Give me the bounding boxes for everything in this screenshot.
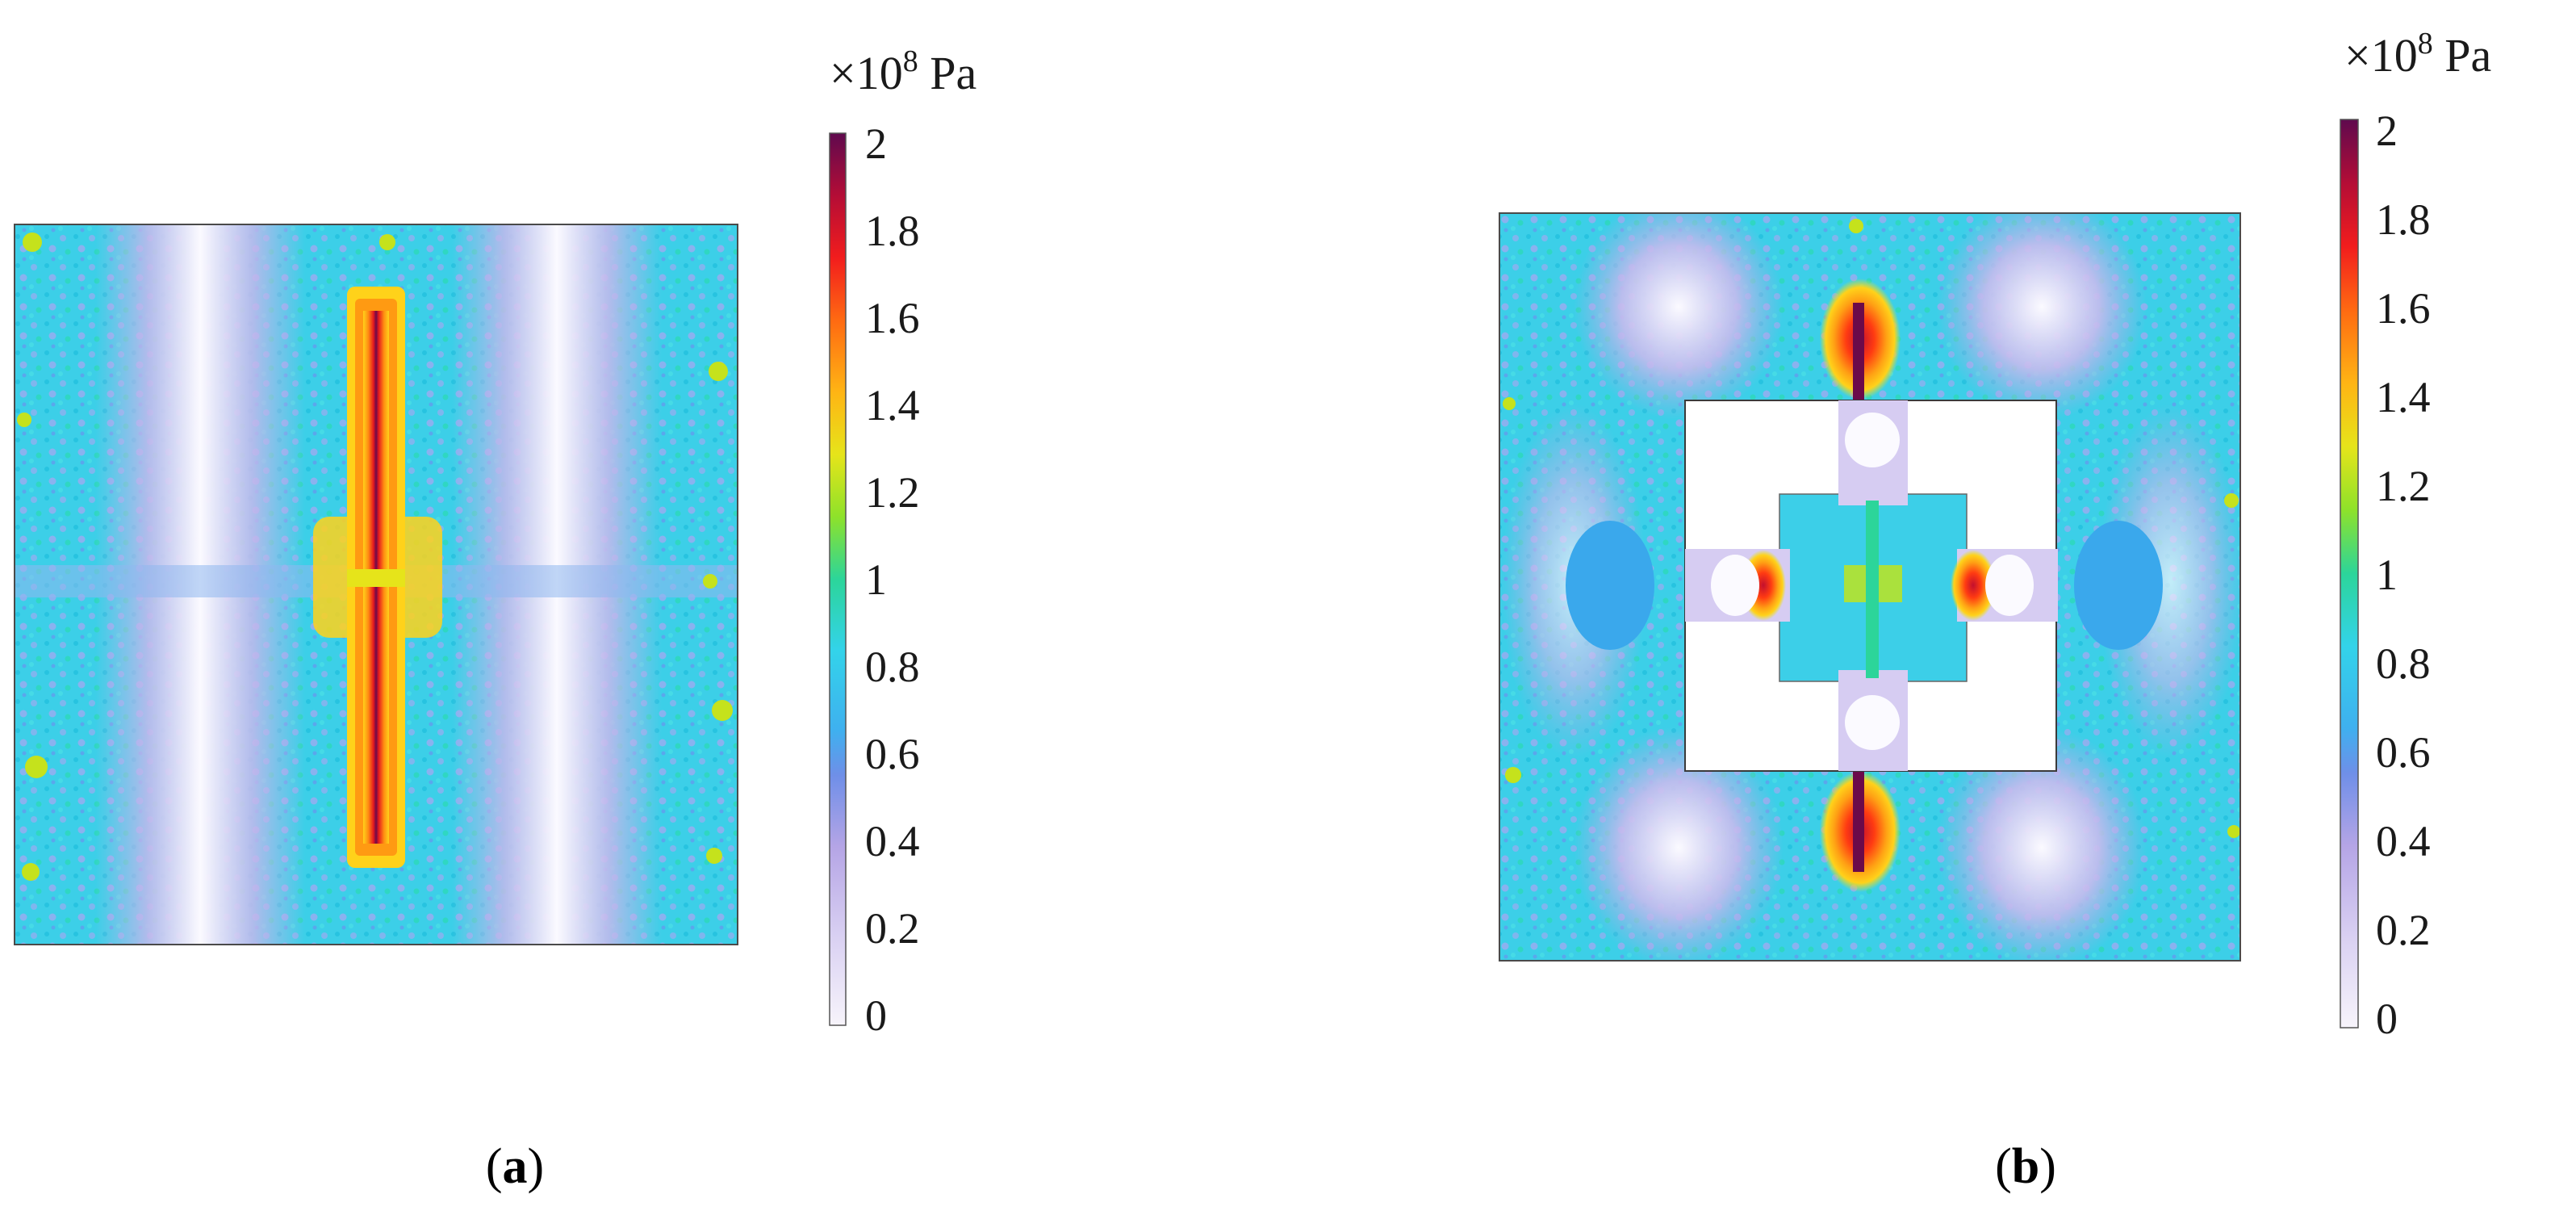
colorbar-tick-label: 0.8	[865, 643, 920, 691]
colorbar-tick-label: 0.6	[865, 730, 920, 778]
colorbar-tick-label: 0.8	[2376, 639, 2431, 688]
colorbar-tick-label: 0.2	[865, 904, 920, 953]
panel-b-colorbar: 2 1.8 1.6 1.4 1.2 1 0.8 0.6 0.4 0.2 0 ×108 Pa	[2340, 27, 2491, 1043]
colorbar-tick-label: 0.2	[2376, 906, 2431, 954]
colorbar-tick-label: 0.6	[2376, 728, 2431, 777]
panel-b-colorbar-ticks: 2 1.8 1.6 1.4 1.2 1 0.8 0.6 0.4 0.2 0	[2376, 107, 2431, 1043]
panel-a-colorbar-ticks: 2 1.8 1.6 1.4 1.2 1 0.8 0.6 0.4 0.2 0	[865, 119, 920, 1040]
panel-b-colorbar-unit: ×108 Pa	[2344, 27, 2491, 82]
panel-b: 2 1.8 1.6 1.4 1.2 1 0.8 0.6 0.4 0.2 0 ×108 Pa (b)	[1499, 27, 2491, 1194]
panel-b-label: (b)	[1995, 1139, 2056, 1194]
panel-a-colorbar: 2 1.8 1.6 1.4 1.2 1 0.8 0.6 0.4 0.2 0 ×108 Pa	[829, 44, 976, 1040]
colorbar-tick-label: 1.2	[2376, 462, 2431, 510]
panel-a-plot-frame	[14, 224, 738, 945]
panel-b-plot-frame	[1499, 212, 2241, 962]
colorbar-tick-label: 1.6	[865, 294, 920, 342]
panel-b-stress-field	[1499, 213, 2240, 961]
colorbar-tick-label: 1.6	[2376, 284, 2431, 333]
colorbar-tick-label: 0.4	[2376, 817, 2431, 865]
panel-a-stress-field	[15, 224, 738, 945]
colorbar-tick-label: 1	[2376, 551, 2398, 599]
panel-a-colorbar-unit: ×108 Pa	[830, 44, 976, 99]
colorbar-tick-label: 2	[865, 119, 887, 168]
colorbar-tick-label: 2	[2376, 107, 2398, 155]
colorbar-tick-label: 1.8	[2376, 195, 2431, 244]
colorbar-tick-label: 1	[865, 555, 887, 604]
panel-a: 2 1.8 1.6 1.4 1.2 1 0.8 0.6 0.4 0.2 0 ×108 Pa (a)	[14, 44, 976, 1194]
colorbar-tick-label: 1.4	[865, 381, 920, 429]
colorbar-tick-label: 1.2	[865, 468, 920, 517]
colorbar-tick-label: 0.4	[865, 817, 920, 865]
colorbar-tick-label: 0	[2376, 995, 2398, 1043]
panel-a-label: (a)	[486, 1139, 544, 1194]
panel-b-colorbar-bar	[2340, 119, 2359, 1029]
panel-a-colorbar-bar	[829, 132, 847, 1026]
colorbar-tick-label: 1.8	[865, 207, 920, 255]
panel-b-cross-structure	[1685, 400, 2058, 771]
colorbar-tick-label: 1.4	[2376, 373, 2431, 421]
colorbar-tick-label: 0	[865, 991, 887, 1040]
